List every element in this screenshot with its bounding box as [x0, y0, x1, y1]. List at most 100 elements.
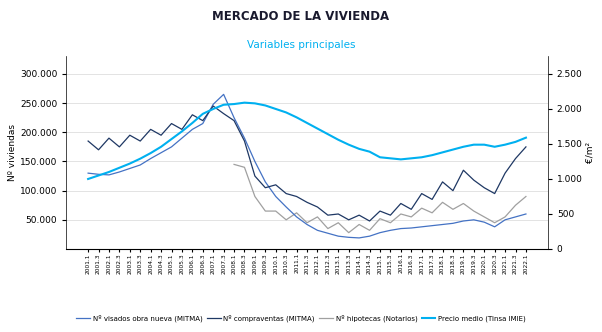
Nº visados obra nueva (MITMA) [345, 235, 352, 239]
Precio medio (Tinsa IMIE) [366, 150, 373, 154]
Nº compraventas (MITMA) [376, 209, 383, 213]
Nº compraventas (MITMA) [366, 219, 373, 223]
Nº hipotecas (Notarios) [397, 212, 405, 216]
Nº compraventas (MITMA) [220, 112, 227, 116]
Nº visados obra nueva (MITMA) [314, 228, 321, 232]
Nº compraventas (MITMA) [480, 186, 488, 190]
Nº visados obra nueva (MITMA) [501, 218, 509, 222]
Precio medio (Tinsa IMIE) [178, 129, 185, 133]
Nº compraventas (MITMA) [314, 205, 321, 209]
Nº hipotecas (Notarios) [314, 215, 321, 219]
Nº compraventas (MITMA) [158, 133, 165, 137]
Nº compraventas (MITMA) [449, 189, 456, 193]
Nº hipotecas (Notarios) [470, 209, 477, 213]
Nº compraventas (MITMA) [324, 213, 332, 217]
Precio medio (Tinsa IMIE) [282, 111, 290, 115]
Nº compraventas (MITMA) [356, 213, 363, 217]
Nº visados obra nueva (MITMA) [523, 212, 530, 216]
Nº visados obra nueva (MITMA) [137, 163, 144, 167]
Nº visados obra nueva (MITMA) [397, 226, 405, 230]
Nº hipotecas (Notarios) [272, 209, 279, 213]
Nº visados obra nueva (MITMA) [335, 234, 342, 238]
Nº compraventas (MITMA) [429, 198, 436, 202]
Precio medio (Tinsa IMIE) [116, 166, 123, 170]
Nº visados obra nueva (MITMA) [439, 222, 446, 226]
Text: Variables principales: Variables principales [247, 40, 355, 50]
Precio medio (Tinsa IMIE) [501, 143, 509, 147]
Precio medio (Tinsa IMIE) [512, 140, 519, 144]
Nº visados obra nueva (MITMA) [324, 231, 332, 235]
Nº compraventas (MITMA) [501, 171, 509, 175]
Nº compraventas (MITMA) [147, 127, 154, 131]
Precio medio (Tinsa IMIE) [231, 102, 238, 106]
Precio medio (Tinsa IMIE) [158, 145, 165, 149]
Nº visados obra nueva (MITMA) [199, 122, 206, 125]
Precio medio (Tinsa IMIE) [241, 101, 248, 105]
Nº visados obra nueva (MITMA) [293, 215, 300, 219]
Nº visados obra nueva (MITMA) [387, 228, 394, 232]
Nº visados obra nueva (MITMA) [220, 92, 227, 96]
Nº visados obra nueva (MITMA) [470, 218, 477, 222]
Precio medio (Tinsa IMIE) [376, 155, 383, 159]
Line: Nº hipotecas (Notarios): Nº hipotecas (Notarios) [234, 164, 526, 233]
Nº compraventas (MITMA) [272, 183, 279, 187]
Precio medio (Tinsa IMIE) [251, 101, 258, 105]
Nº compraventas (MITMA) [231, 119, 238, 123]
Nº compraventas (MITMA) [345, 218, 352, 222]
Precio medio (Tinsa IMIE) [199, 112, 206, 116]
Precio medio (Tinsa IMIE) [480, 143, 488, 147]
Nº compraventas (MITMA) [293, 195, 300, 199]
Precio medio (Tinsa IMIE) [439, 150, 446, 154]
Nº hipotecas (Notarios) [303, 221, 311, 225]
Precio medio (Tinsa IMIE) [209, 107, 217, 111]
Nº hipotecas (Notarios) [366, 228, 373, 232]
Precio medio (Tinsa IMIE) [189, 121, 196, 125]
Nº compraventas (MITMA) [126, 133, 134, 137]
Nº compraventas (MITMA) [439, 180, 446, 184]
Precio medio (Tinsa IMIE) [387, 156, 394, 160]
Precio medio (Tinsa IMIE) [356, 147, 363, 151]
Nº compraventas (MITMA) [137, 139, 144, 143]
Nº hipotecas (Notarios) [293, 211, 300, 215]
Nº visados obra nueva (MITMA) [231, 116, 238, 120]
Nº visados obra nueva (MITMA) [262, 180, 269, 184]
Nº hipotecas (Notarios) [480, 215, 488, 219]
Nº compraventas (MITMA) [189, 113, 196, 117]
Nº hipotecas (Notarios) [356, 222, 363, 226]
Precio medio (Tinsa IMIE) [345, 143, 352, 147]
Nº visados obra nueva (MITMA) [366, 234, 373, 238]
Nº visados obra nueva (MITMA) [282, 205, 290, 209]
Nº visados obra nueva (MITMA) [429, 224, 436, 228]
Nº hipotecas (Notarios) [449, 207, 456, 211]
Nº visados obra nueva (MITMA) [189, 127, 196, 131]
Text: MERCADO DE LA VIVIENDA: MERCADO DE LA VIVIENDA [213, 10, 389, 23]
Nº hipotecas (Notarios) [491, 221, 498, 225]
Nº hipotecas (Notarios) [231, 162, 238, 166]
Precio medio (Tinsa IMIE) [470, 143, 477, 147]
Nº visados obra nueva (MITMA) [158, 151, 165, 155]
Nº visados obra nueva (MITMA) [272, 195, 279, 199]
Precio medio (Tinsa IMIE) [95, 174, 102, 178]
Precio medio (Tinsa IMIE) [262, 104, 269, 108]
Nº hipotecas (Notarios) [324, 226, 332, 230]
Precio medio (Tinsa IMIE) [460, 145, 467, 149]
Nº visados obra nueva (MITMA) [480, 220, 488, 224]
Precio medio (Tinsa IMIE) [272, 107, 279, 111]
Nº visados obra nueva (MITMA) [512, 215, 519, 219]
Precio medio (Tinsa IMIE) [105, 170, 113, 174]
Nº visados obra nueva (MITMA) [418, 225, 425, 229]
Nº visados obra nueva (MITMA) [126, 166, 134, 170]
Nº compraventas (MITMA) [303, 200, 311, 204]
Precio medio (Tinsa IMIE) [335, 138, 342, 142]
Nº compraventas (MITMA) [209, 104, 217, 108]
Nº visados obra nueva (MITMA) [491, 225, 498, 229]
Precio medio (Tinsa IMIE) [126, 162, 134, 166]
Nº compraventas (MITMA) [116, 145, 123, 149]
Nº visados obra nueva (MITMA) [116, 170, 123, 174]
Nº hipotecas (Notarios) [512, 203, 519, 207]
Line: Nº visados obra nueva (MITMA): Nº visados obra nueva (MITMA) [88, 94, 526, 238]
Nº visados obra nueva (MITMA) [84, 171, 92, 175]
Nº visados obra nueva (MITMA) [168, 145, 175, 149]
Nº compraventas (MITMA) [335, 212, 342, 216]
Nº compraventas (MITMA) [512, 157, 519, 161]
